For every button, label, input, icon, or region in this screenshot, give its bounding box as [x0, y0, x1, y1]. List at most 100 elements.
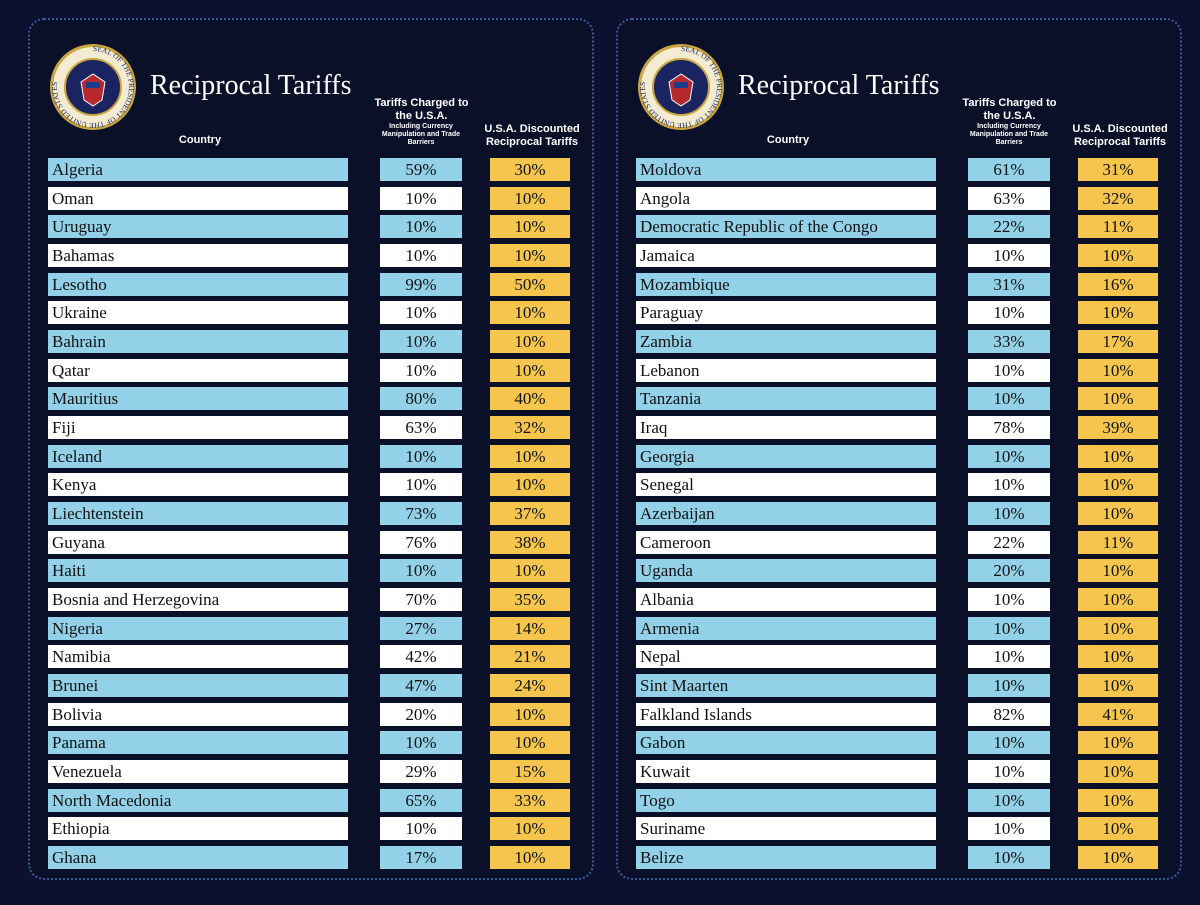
charged-cell: 10% [380, 817, 462, 841]
discounted-cell: 10% [1078, 817, 1158, 841]
country-cell: Tanzania [636, 387, 936, 411]
country-cell: Bahrain [48, 330, 348, 354]
discounted-cell: 10% [1078, 473, 1158, 497]
charged-note: Including Currency Manipulation and Trad… [381, 123, 461, 146]
country-cell: Gabon [636, 731, 936, 755]
charged-cell: 78% [968, 416, 1050, 440]
discounted-cell: 41% [1078, 702, 1158, 726]
charged-cell: 63% [968, 186, 1050, 210]
discounted-cell: 10% [490, 702, 570, 726]
discounted-cell: 37% [490, 502, 570, 526]
charged-cell: 10% [968, 645, 1050, 669]
country-cell: Georgia [636, 444, 936, 468]
country-cell: Bolivia [48, 702, 348, 726]
charged-header: Tariffs Charged to the U.S.A. [962, 97, 1057, 122]
discounted-cell: 15% [490, 760, 570, 784]
discounted-cell: 10% [1078, 846, 1158, 870]
charged-cell: 65% [380, 788, 462, 812]
discounted-cell: 10% [1078, 731, 1158, 755]
discounted-cell: 10% [1078, 387, 1158, 411]
discounted-cell: 24% [490, 674, 570, 698]
charged-cell: 63% [380, 416, 462, 440]
discounted-cell: 50% [490, 272, 570, 296]
charged-cell: 29% [380, 760, 462, 784]
discounted-cell: 10% [1078, 674, 1158, 698]
panel: SEAL OF THE PRESIDENT OF THE UNITED STAT… [616, 18, 1182, 880]
discounted-cell: 10% [1078, 559, 1158, 583]
country-cell: Namibia [48, 645, 348, 669]
seal: SEAL OF THE PRESIDENT OF THE UNITED STAT… [50, 44, 136, 130]
discounted-cell: 11% [1078, 530, 1158, 554]
country-cell: Zambia [636, 330, 936, 354]
discounted-cell: 21% [490, 645, 570, 669]
discounted-cell: 10% [1078, 301, 1158, 325]
charged-cell: 70% [380, 588, 462, 612]
discounted-cell: 10% [490, 244, 570, 267]
charged-cell: 10% [968, 760, 1050, 784]
discounted-cell: 10% [490, 215, 570, 239]
country-cell: Qatar [48, 358, 348, 382]
country-cell: Kenya [48, 473, 348, 497]
country-cell: Paraguay [636, 301, 936, 325]
discounted-cell: 10% [1078, 616, 1158, 640]
charged-cell: 10% [380, 215, 462, 239]
discounted-cell: 10% [1078, 760, 1158, 784]
discounted-cell: 10% [490, 817, 570, 841]
discounted-cell: 10% [490, 473, 570, 497]
charged-cell: 27% [380, 616, 462, 640]
charged-cell: 10% [968, 817, 1050, 841]
discounted-cell: 16% [1078, 272, 1158, 296]
charged-cell: 10% [968, 473, 1050, 497]
charged-cell: 22% [968, 530, 1050, 554]
country-cell: Haiti [48, 559, 348, 583]
country-cell: Jamaica [636, 244, 936, 267]
title: Reciprocal Tariffs [738, 70, 940, 101]
discounted-cell: 38% [490, 530, 570, 554]
charged-cell: 10% [380, 244, 462, 267]
charged-cell: 10% [968, 846, 1050, 870]
charged-cell: 31% [968, 272, 1050, 296]
discounted-cell: 10% [490, 846, 570, 870]
seal: SEAL OF THE PRESIDENT OF THE UNITED STAT… [638, 44, 724, 130]
country-cell: Oman [48, 186, 348, 210]
country-cell: Azerbaijan [636, 502, 936, 526]
country-cell: Togo [636, 788, 936, 812]
charged-cell: 10% [968, 788, 1050, 812]
charged-cell: 20% [968, 559, 1050, 583]
discounted-cell: 30% [490, 158, 570, 181]
charged-cell: 47% [380, 674, 462, 698]
charged-cell: 33% [968, 330, 1050, 354]
discounted-cell: 10% [490, 731, 570, 755]
charged-cell: 10% [380, 358, 462, 382]
discounted-header: U.S.A. Discounted Reciprocal Tariffs [1072, 123, 1168, 148]
charged-cell: 42% [380, 645, 462, 669]
charged-cell: 10% [968, 244, 1050, 267]
country-cell: Nepal [636, 645, 936, 669]
country-cell: Belize [636, 846, 936, 870]
discounted-cell: 40% [490, 387, 570, 411]
title: Reciprocal Tariffs [150, 70, 352, 101]
country-cell: Bosnia and Herzegovina [48, 588, 348, 612]
country-cell: North Macedonia [48, 788, 348, 812]
charged-cell: 10% [380, 301, 462, 325]
discounted-cell: 35% [490, 588, 570, 612]
charged-cell: 10% [968, 502, 1050, 526]
charged-cell: 99% [380, 272, 462, 296]
country-cell: Fiji [48, 416, 348, 440]
country-cell: Mauritius [48, 387, 348, 411]
discounted-cell: 17% [1078, 330, 1158, 354]
country-cell: Brunei [48, 674, 348, 698]
charged-cell: 22% [968, 215, 1050, 239]
charged-cell: 17% [380, 846, 462, 870]
discounted-cell: 10% [490, 444, 570, 468]
discounted-cell: 10% [1078, 588, 1158, 612]
country-cell: Uruguay [48, 215, 348, 239]
discounted-cell: 10% [1078, 502, 1158, 526]
discounted-cell: 39% [1078, 416, 1158, 440]
charged-cell: 10% [968, 616, 1050, 640]
discounted-cell: 10% [1078, 244, 1158, 267]
discounted-cell: 33% [490, 788, 570, 812]
charged-cell: 10% [380, 186, 462, 210]
discounted-cell: 10% [1078, 788, 1158, 812]
